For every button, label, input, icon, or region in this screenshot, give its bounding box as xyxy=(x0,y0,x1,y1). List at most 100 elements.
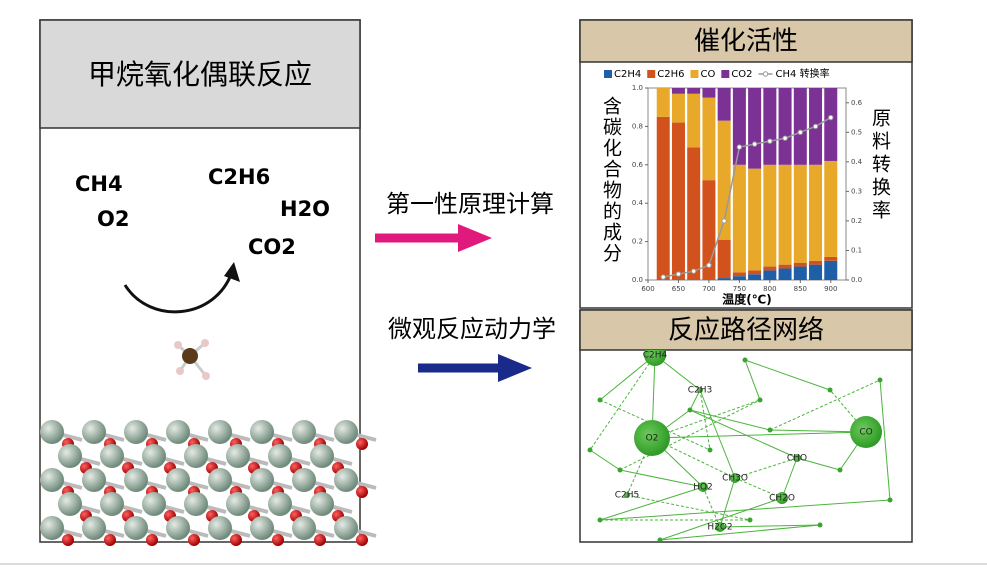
bar-segment xyxy=(717,278,731,280)
network-edge xyxy=(599,354,656,401)
x-tick-label: 700 xyxy=(702,285,715,293)
network-edge xyxy=(659,497,783,541)
network-node-label: CHO xyxy=(787,454,807,464)
network-edge xyxy=(599,499,891,521)
x-tick-label: 650 xyxy=(672,285,685,293)
y2-tick-label: 0.3 xyxy=(851,187,862,195)
network-edge xyxy=(769,429,867,433)
line-point xyxy=(721,218,727,224)
atom xyxy=(310,492,334,516)
network-node xyxy=(887,497,893,503)
bar-segment xyxy=(671,88,685,94)
y-tick-label: 0.8 xyxy=(632,122,643,130)
bar-segment xyxy=(671,122,685,280)
network-edge xyxy=(589,354,656,451)
network-node-label: C2H5 xyxy=(615,491,640,501)
bar-segment xyxy=(809,260,823,265)
network-node-label: CO xyxy=(859,428,872,438)
network: C2H4 C2H3 O2 CO CH3O CHO HO2 C2H5 CH2O H2O2 xyxy=(587,350,893,541)
line-point xyxy=(660,274,666,280)
network-edge xyxy=(879,379,891,501)
y2-tick-label: 0.6 xyxy=(851,99,863,107)
arrow-head xyxy=(498,354,532,382)
legend-swatch xyxy=(690,70,699,78)
network-edge xyxy=(734,477,783,499)
network-edge xyxy=(744,359,761,401)
y-tick-label: 0.0 xyxy=(632,276,643,284)
reaction-arrow xyxy=(123,271,234,314)
x-tick-label: 750 xyxy=(733,285,746,293)
legend-swatch xyxy=(604,70,612,78)
network-edge xyxy=(619,399,761,471)
network-node xyxy=(597,397,603,403)
y-tick-label: 0.6 xyxy=(632,161,644,169)
network-node xyxy=(697,387,703,393)
atom xyxy=(250,420,274,444)
bar-segment xyxy=(763,270,777,280)
oxygen-atom xyxy=(188,534,200,546)
y-tick-label: 0.2 xyxy=(632,238,643,246)
catalyst-slab xyxy=(40,420,377,546)
network-edge xyxy=(651,431,867,439)
oxygen-atom xyxy=(146,534,158,546)
oxygen-atom xyxy=(356,534,368,546)
network-edge xyxy=(589,449,621,471)
bar-segment xyxy=(671,93,685,123)
oxygen-atom xyxy=(356,486,368,498)
network-node xyxy=(597,517,603,523)
y2-tick-label: 0.4 xyxy=(851,158,863,166)
bar-segment xyxy=(732,276,746,280)
network-edge xyxy=(769,379,881,431)
line-point xyxy=(782,135,788,141)
network-node xyxy=(742,357,748,363)
atom xyxy=(82,468,106,492)
bar-segment xyxy=(824,160,838,257)
left-title: 甲烷氧化偶联反应 xyxy=(88,58,312,91)
line-point xyxy=(690,268,697,274)
bar-segment xyxy=(793,266,807,280)
network-edge xyxy=(734,457,798,479)
network-node-label: H2O2 xyxy=(707,523,732,533)
oxygen-atom xyxy=(314,534,326,546)
bar-segment xyxy=(778,88,792,165)
y2-tick-label: 0.5 xyxy=(851,128,862,136)
network-node-label: C2H4 xyxy=(643,351,668,361)
atom xyxy=(226,492,250,516)
atom xyxy=(292,516,316,540)
bar-segment xyxy=(809,164,823,261)
network-node xyxy=(817,522,823,528)
bar-segment xyxy=(656,88,670,117)
bar-segment xyxy=(824,88,838,161)
bar-segment xyxy=(732,88,746,165)
atom xyxy=(310,444,334,468)
bar-segment xyxy=(824,260,838,280)
x-tick-label: 850 xyxy=(794,285,807,293)
bar-segment xyxy=(824,256,838,261)
legend-label: CH4 转换率 xyxy=(776,67,830,80)
y2-axis-label: 原料转换率 xyxy=(869,108,891,223)
atom xyxy=(142,492,166,516)
network-node xyxy=(837,467,843,473)
y2-tick-label: 0.0 xyxy=(851,276,862,284)
activity-header xyxy=(579,19,913,63)
network-node-label: CH3O xyxy=(722,474,748,484)
network-edge xyxy=(651,399,761,439)
bar-segment xyxy=(778,264,792,269)
line-point xyxy=(675,271,682,277)
atom xyxy=(40,468,64,492)
species-label: CO2 xyxy=(248,235,296,259)
oxygen-atom xyxy=(230,534,242,546)
atom xyxy=(250,516,274,540)
arrow-head xyxy=(458,224,492,252)
network-edge xyxy=(719,524,821,528)
network-node xyxy=(644,350,666,366)
network-edge xyxy=(699,389,736,479)
bar-segment xyxy=(809,264,823,280)
network-node xyxy=(698,482,708,492)
network-node-label: C2H3 xyxy=(688,386,713,396)
network-edge xyxy=(659,524,821,541)
line-point xyxy=(736,144,743,150)
oxygen-atom xyxy=(104,534,116,546)
line-point xyxy=(767,138,773,144)
